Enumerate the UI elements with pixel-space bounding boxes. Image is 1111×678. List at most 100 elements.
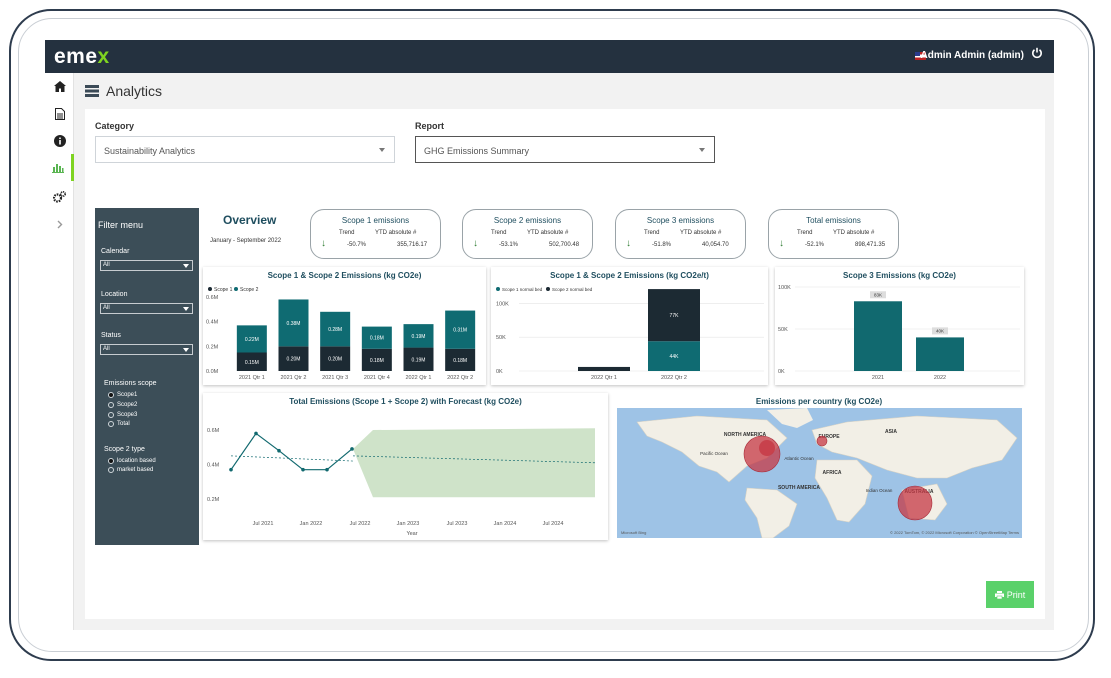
- x-tick-label: 2021: [872, 375, 884, 381]
- kpi-trend-value: -53.1%: [499, 242, 519, 248]
- chart-title: Emissions per country (kg CO2e): [755, 397, 883, 406]
- greenland-land: [767, 408, 813, 428]
- trend-line: [230, 455, 354, 462]
- location-based-radio[interactable]: location based: [108, 458, 156, 464]
- data-label: 0.18M: [370, 358, 384, 364]
- forecast-line: [352, 455, 596, 464]
- x-tick-label: Jan 2024: [494, 521, 517, 527]
- report-select[interactable]: GHG Emissions Summary: [415, 136, 715, 163]
- page-title-text: Analytics: [106, 83, 163, 99]
- y-tick-label: 0.6M: [206, 295, 219, 301]
- category-label: Category: [95, 121, 135, 131]
- analytics-title-icon: [85, 85, 99, 97]
- data-point: [229, 467, 233, 472]
- chart-title: Scope 1 & Scope 2 Emissions (kg CO2e/t): [550, 271, 709, 280]
- bar-scope1: [236, 352, 267, 371]
- calendar-label: Calendar: [101, 248, 130, 255]
- user-menu[interactable]: Admin Admin (admin): [920, 50, 1024, 61]
- emissions-map[interactable]: NORTH AMERICA EUROPE ASIA AFRICA SOUTH AMERI…: [617, 408, 1022, 538]
- map-attribution: © 2022 TomTom, © 2022 Microsoft Corporat…: [890, 530, 1019, 535]
- info-icon[interactable]: [45, 127, 74, 154]
- emex-logo[interactable]: emex: [54, 45, 110, 68]
- bar-series1: [648, 341, 700, 371]
- scope3-bar-chart: 100K 50K 0K 83K 2021 40K 2022: [778, 285, 1020, 381]
- data-label: 0.19M: [412, 334, 426, 340]
- x-tick-label: 2022: [934, 375, 946, 381]
- chevron-down-icon: [379, 148, 385, 152]
- data-label: 0.22M: [245, 337, 259, 343]
- market-based-radio[interactable]: market based: [108, 467, 153, 473]
- location-select[interactable]: All: [100, 303, 193, 314]
- scope3-radio[interactable]: Scope3: [108, 412, 137, 418]
- settings-icon[interactable]: [45, 183, 74, 210]
- data-point: [277, 448, 281, 453]
- category-select[interactable]: Sustainability Analytics: [95, 136, 395, 163]
- data-label: 0.18M: [370, 336, 384, 342]
- us-flag-icon[interactable]: [915, 52, 926, 60]
- bar-scope3: [916, 337, 964, 371]
- report-select-value: GHG Emissions Summary: [424, 146, 530, 156]
- bar-scope2: [278, 299, 309, 347]
- kpi-ytd-value: 502,700.48: [549, 242, 580, 248]
- legend-label: Scope 2 normal bed: [552, 287, 593, 292]
- arrow-down-icon: ↓: [473, 238, 478, 249]
- scope2-radio[interactable]: Scope2: [108, 402, 137, 408]
- x-tick-label: 2021 Qtr 3: [322, 375, 348, 381]
- legend-marker-scope1: [208, 287, 212, 291]
- calendar-select[interactable]: All: [100, 260, 193, 271]
- scope1-radio[interactable]: Scope1: [108, 392, 137, 398]
- report-label: Report: [415, 121, 444, 131]
- kpi-trend-label: Trend: [797, 230, 813, 236]
- x-tick-label: 2021 Qtr 4: [364, 375, 390, 381]
- analytics-icon[interactable]: [45, 154, 74, 181]
- print-label: Print: [1006, 589, 1026, 600]
- bar-scope2: [403, 324, 434, 348]
- bar-series2: [578, 366, 630, 371]
- bar-scope2: [320, 311, 351, 347]
- bar-scope2: [445, 310, 476, 349]
- x-tick-label: 2022 Qtr 1: [406, 375, 432, 381]
- radio-icon: [108, 421, 114, 427]
- eurasia-land: [811, 415, 1018, 479]
- kpi-trend-label: Trend: [491, 230, 507, 236]
- kpi-trend-label: Trend: [339, 230, 355, 236]
- series-line-total: [230, 432, 353, 471]
- y-tick-label: 100K: [496, 301, 509, 307]
- data-label-bg: [870, 291, 886, 299]
- power-icon[interactable]: [1031, 47, 1045, 61]
- y-tick-label: 0K: [496, 369, 503, 375]
- data-label: 40K: [936, 328, 944, 333]
- data-label: 0.28M: [328, 327, 342, 333]
- kpi-ytd-value: 898,471.35: [855, 242, 886, 248]
- chevron-down-icon: [699, 148, 705, 152]
- bar-scope1: [320, 346, 351, 371]
- status-label: Status: [101, 332, 121, 339]
- legend-label: Scope 1: [214, 287, 233, 293]
- home-icon[interactable]: [45, 73, 74, 100]
- y-tick-label: 0K: [778, 369, 785, 375]
- chart-title: Total Emissions (Scope 1 + Scope 2) with…: [289, 397, 522, 406]
- map-label: Indian Ocean: [866, 488, 893, 493]
- data-label: 0.20M: [287, 357, 301, 363]
- kpi-title: Scope 2 emissions: [493, 216, 562, 225]
- print-button[interactable]: Print: [986, 581, 1034, 608]
- status-select[interactable]: All: [100, 344, 193, 355]
- document-icon[interactable]: [45, 100, 74, 127]
- kpi-title: Scope 3 emissions: [646, 216, 715, 225]
- bar-scope1: [278, 346, 309, 371]
- map-label: Pacific Ocean: [700, 451, 728, 456]
- x-tick-label: 2022 Qtr 1: [591, 375, 617, 381]
- emission-bubble: [816, 435, 828, 447]
- x-tick-label: Jan 2022: [300, 521, 323, 527]
- chart-title: Scope 1 & Scope 2 Emissions (kg CO2e): [267, 271, 422, 280]
- data-point: [325, 467, 329, 472]
- legend-label: Scope 2: [240, 287, 259, 293]
- page-title: Analytics: [85, 83, 162, 99]
- chart-card-forecast: Total Emissions (Scope 1 + Scope 2) with…: [203, 393, 608, 540]
- kpi-trend-value: -50.7%: [347, 242, 367, 248]
- legend-marker-scope2: [234, 287, 238, 291]
- total-radio[interactable]: Total: [108, 421, 130, 427]
- legend-label: Scope 1 normal bed: [502, 287, 543, 292]
- bar-scope1: [403, 347, 434, 371]
- expand-icon[interactable]: [45, 211, 74, 238]
